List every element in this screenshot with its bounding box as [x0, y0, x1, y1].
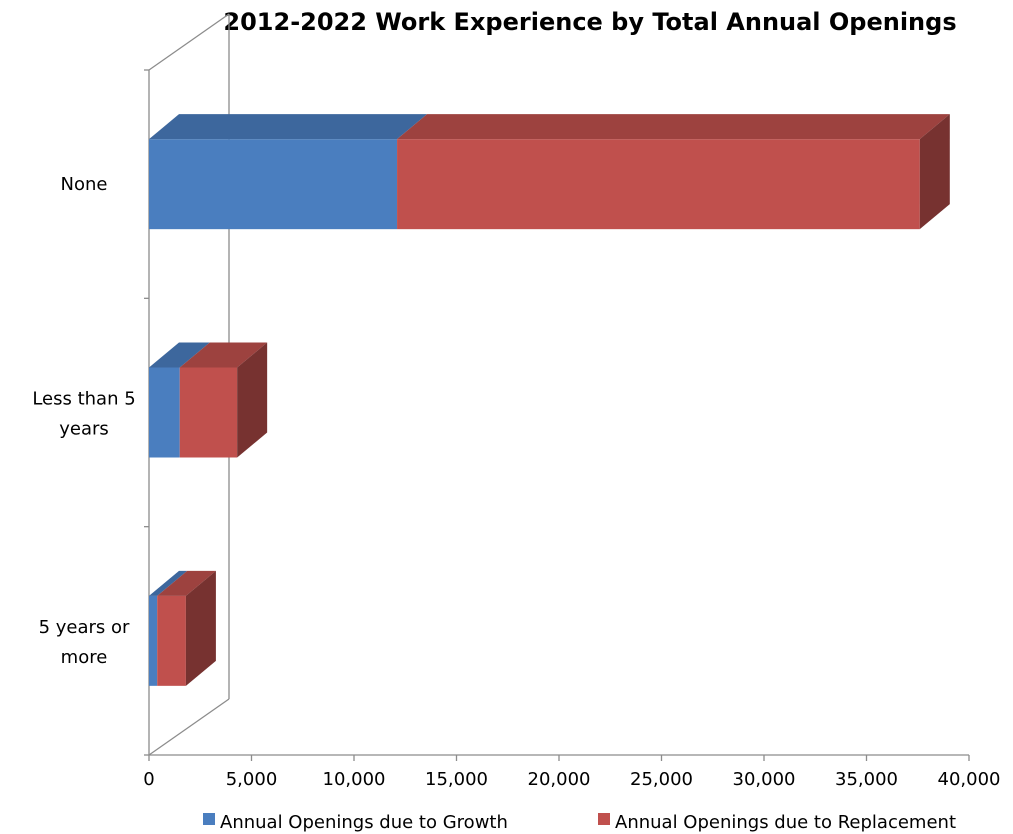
bar-front-face: [149, 139, 398, 230]
bar-side-face: [919, 114, 950, 230]
bar-side-face: [185, 570, 216, 686]
x-axis-ticks: 0 5,000 10,000 15,000 20,000 25,000 30,000 35,0…: [143, 755, 1000, 790]
chart-title: 2012-2022 Work Experience by Total Annua…: [223, 8, 956, 36]
legend-swatch: [203, 813, 215, 825]
category-labels: None Less than 5 years 5 years or more: [32, 174, 135, 668]
legend: Annual Openings due to Growth Annual Open…: [203, 812, 956, 833]
wall-top-edge: [148, 13, 230, 71]
category-label: 5 years or: [39, 617, 130, 638]
bar-front-face: [149, 595, 158, 686]
bar-segment: [149, 570, 188, 686]
category-label: more: [61, 647, 108, 668]
x-tick-label: 10,000: [323, 769, 386, 790]
legend-item: Annual Openings due to Growth: [203, 812, 508, 833]
category-label: None: [61, 174, 108, 195]
bar-segment: [397, 114, 950, 230]
x-tick-label: 40,000: [938, 769, 1001, 790]
bar-front-face: [149, 367, 180, 458]
bar-front-face: [397, 139, 920, 230]
x-tick-label: 20,000: [528, 769, 591, 790]
x-tick-label: 30,000: [733, 769, 796, 790]
x-tick-label: 15,000: [425, 769, 488, 790]
bar-front-face: [179, 367, 238, 458]
bar-segment: [149, 342, 210, 458]
legend-swatch: [598, 813, 610, 825]
bar-front-face: [157, 595, 186, 686]
floor-edge: [148, 698, 230, 756]
bar-segment: [149, 114, 428, 230]
legend-item: Annual Openings due to Replacement: [598, 812, 956, 833]
bar-top-face: [149, 342, 210, 368]
x-tick-label: 0: [143, 769, 154, 790]
category-label: years: [59, 419, 109, 440]
x-tick-label: 35,000: [835, 769, 898, 790]
category-label: Less than 5: [32, 389, 135, 410]
bar-top-face: [149, 114, 428, 140]
bar-top-face: [179, 342, 268, 368]
x-tick-label: 5,000: [226, 769, 278, 790]
bar-top-face: [157, 570, 216, 596]
legend-label: Annual Openings due to Replacement: [615, 812, 956, 833]
legend-label: Annual Openings due to Growth: [220, 812, 508, 833]
bar-segment: [157, 570, 216, 686]
bar-top-face: [397, 114, 950, 140]
bar-top-face: [149, 570, 188, 596]
bars: [149, 114, 950, 686]
bar-side-face: [237, 342, 268, 458]
bar-segment: [179, 342, 268, 458]
x-tick-label: 25,000: [630, 769, 693, 790]
